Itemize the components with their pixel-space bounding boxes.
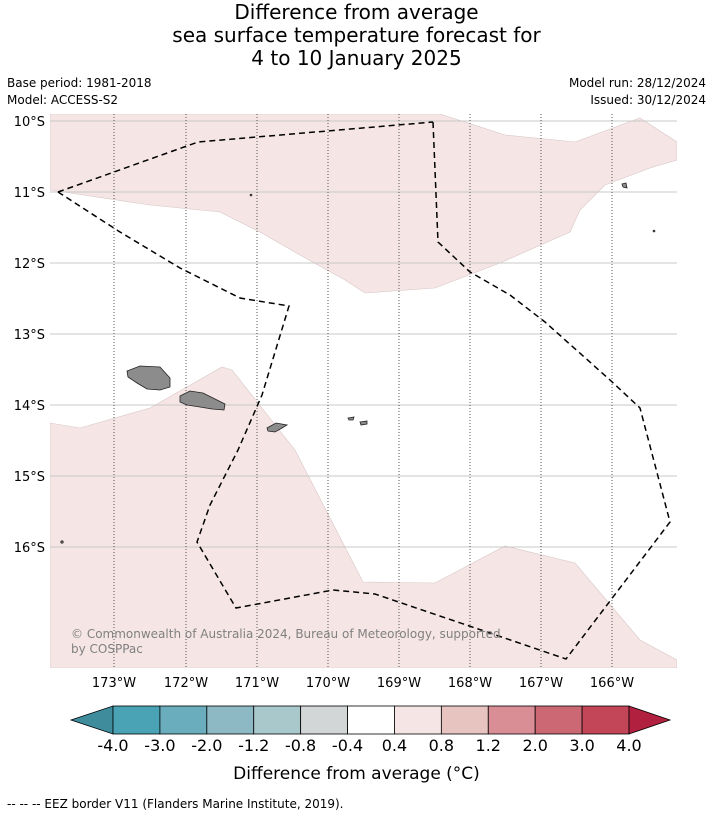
- colorbar-tick-label: -0.4: [331, 736, 364, 755]
- island-small-b: [652, 229, 656, 233]
- lon-label: 171°W: [235, 676, 279, 691]
- island-savaii: [126, 365, 171, 391]
- title-line-2: sea surface temperature forecast for: [172, 23, 541, 47]
- colorbar-segment: [300, 705, 348, 735]
- lon-label: 167°W: [519, 676, 563, 691]
- map-plot-area: [50, 114, 677, 668]
- lon-label: 166°W: [590, 676, 634, 691]
- base-period: Base period: 1981-2018: [7, 76, 152, 90]
- colorbar-segment: [112, 705, 161, 735]
- island-manua-a: [347, 416, 355, 421]
- eez-legend-note: -- -- -- EEZ border V11 (Flanders Marine…: [7, 797, 344, 811]
- colorbar: [69, 705, 672, 735]
- colorbar-segment: [394, 705, 442, 735]
- colorbar-segment: [440, 705, 489, 735]
- lon-label: 168°W: [448, 676, 492, 691]
- lon-label: 170°W: [306, 676, 350, 691]
- eez-border-samoa: [57, 121, 434, 193]
- island-upolu: [179, 390, 226, 411]
- colorbar-segment: [534, 705, 583, 735]
- issued-date: Issued: 30/12/2024: [590, 93, 706, 107]
- lat-label: 10°S: [14, 115, 45, 130]
- lon-gridlines: [113, 114, 613, 668]
- lon-label: 173°W: [92, 676, 136, 691]
- lat-label: 12°S: [14, 257, 45, 272]
- title-line-3: 4 to 10 January 2025: [251, 46, 462, 70]
- colorbar-tick-label: -3.0: [144, 736, 176, 755]
- anomaly-fill: [50, 114, 677, 668]
- colorbar-tick-label: 0.8: [428, 736, 455, 755]
- model-name: Model: ACCESS-S2: [7, 93, 119, 107]
- colorbar-extend-high: [628, 705, 672, 735]
- colorbar-segment: [581, 705, 630, 735]
- copyright-notice: © Commonwealth of Australia 2024, Bureau…: [71, 627, 501, 656]
- colorbar-tick-label: 2.0: [522, 736, 548, 755]
- colorbar-tick-label: -1.2: [238, 736, 270, 755]
- lon-axis-labels: 173°W 172°W 171°W 170°W 169°W 168°W 167°…: [92, 676, 634, 691]
- island-small-c: [60, 540, 64, 544]
- island-tutuila: [266, 422, 289, 433]
- island-swains: [621, 182, 628, 189]
- anomaly-region-north: [50, 114, 677, 294]
- colorbar-tick-label: 3.0: [569, 736, 595, 755]
- lat-axis-labels: 10°S 11°S 12°S 13°S 14°S 15°S 16°S: [14, 115, 45, 556]
- lat-label: 11°S: [14, 186, 45, 201]
- island-small-a: [249, 193, 253, 197]
- lat-gridlines: [50, 120, 677, 548]
- model-run: Model run: 28/12/2024: [568, 76, 706, 90]
- land-islands: [60, 182, 656, 544]
- lat-label: 15°S: [14, 470, 45, 485]
- colorbar-tick-label: -4.0: [97, 736, 129, 755]
- anomaly-region-south: [50, 366, 677, 668]
- lat-label: 16°S: [14, 541, 45, 556]
- colorbar-extend-low: [69, 705, 114, 735]
- colorbar-segment: [347, 705, 395, 735]
- lon-label: 172°W: [164, 676, 208, 691]
- colorbar-tick-label: 0.4: [381, 736, 408, 755]
- colorbar-segment: [487, 705, 536, 735]
- colorbar-title: Difference from average (°C): [233, 764, 480, 784]
- colorbar-tick-label: -2.0: [191, 736, 223, 755]
- title-line-1: Difference from average: [234, 0, 479, 24]
- colorbar-segment: [206, 705, 255, 735]
- eez-border-samoa-south: [57, 121, 671, 660]
- colorbar-tick-label: 1.2: [475, 736, 501, 755]
- colorbar-tick-label: -0.8: [285, 736, 317, 755]
- colorbar-segment: [159, 705, 208, 735]
- colorbar-segment: [253, 705, 302, 735]
- lon-label: 169°W: [377, 676, 421, 691]
- lat-label: 13°S: [14, 328, 45, 343]
- island-manua-b: [359, 420, 368, 426]
- eez-borders: [57, 121, 671, 660]
- lat-label: 14°S: [14, 399, 45, 414]
- colorbar-tick-label: 4.0: [616, 736, 642, 755]
